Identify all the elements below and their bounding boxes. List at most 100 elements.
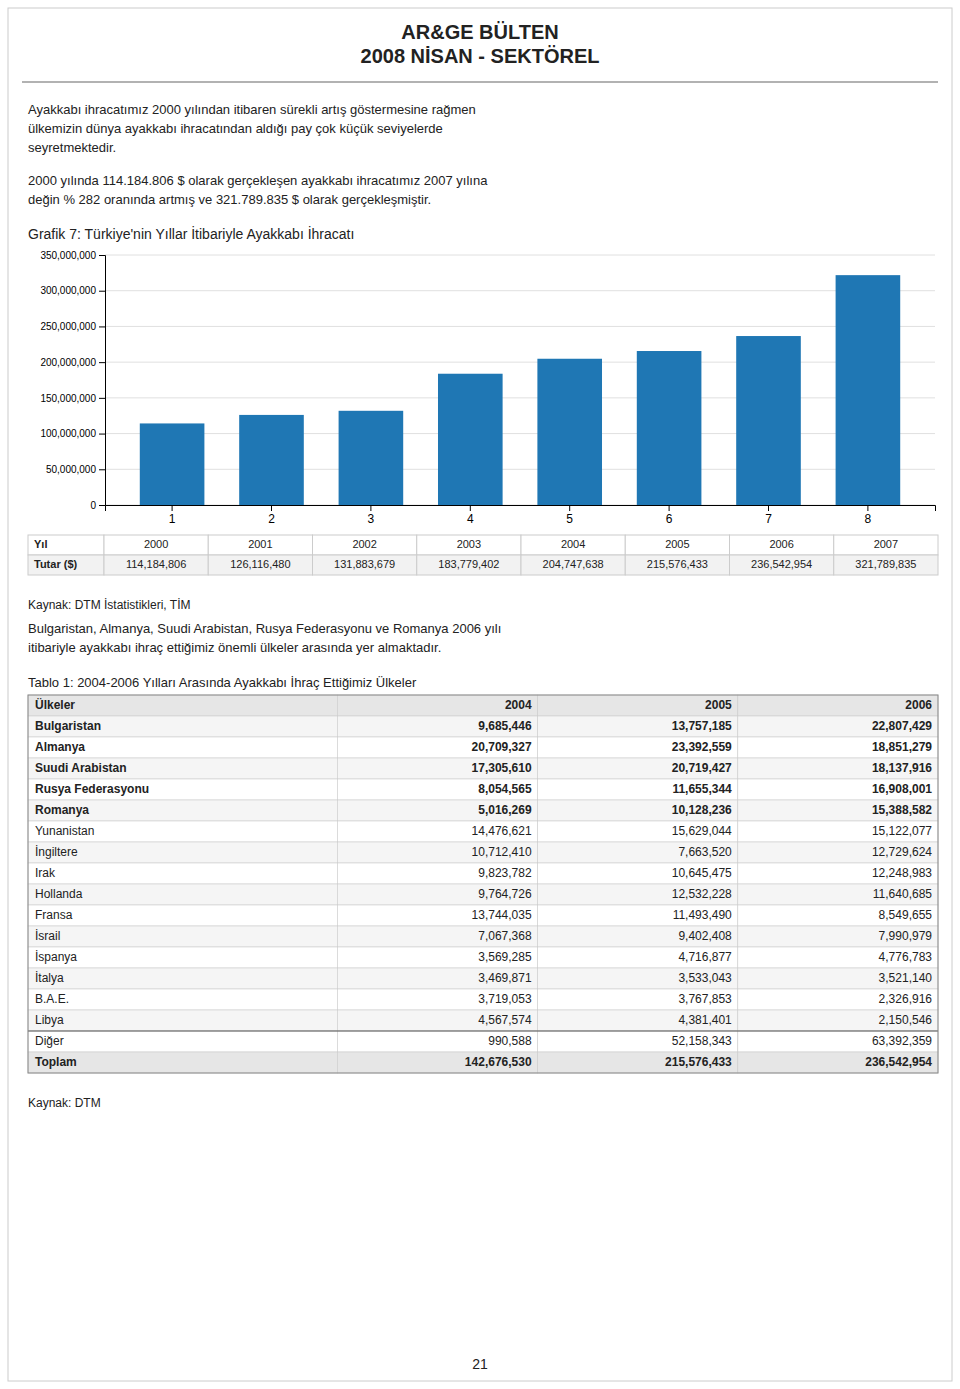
table-cell (337, 821, 537, 842)
table-cell (538, 800, 738, 821)
table-cell (738, 968, 938, 989)
table-cell-text: 17,305,610 (472, 761, 532, 775)
table-cell (337, 905, 537, 926)
table-cell (538, 758, 738, 779)
table-cell-text: 10,712,410 (472, 845, 532, 859)
x-tick-label: 3 (368, 512, 375, 526)
table-cell-text: 18,851,279 (872, 740, 932, 754)
table-cell (538, 1052, 738, 1073)
table-cell-text: B.A.E. (35, 992, 69, 1006)
table-cell-text: İspanya (35, 950, 77, 964)
table-cell (625, 555, 729, 575)
y-tick-mark (99, 255, 105, 256)
y-tick-mark (99, 362, 105, 363)
y-tick-mark (99, 398, 105, 399)
x-axis: 12345678 (106, 505, 936, 526)
table-cell-text: 4,716,877 (678, 950, 732, 964)
table-cell (104, 555, 208, 575)
table-cell (337, 1010, 537, 1031)
table-cell (625, 535, 729, 555)
table-cell (730, 535, 834, 555)
table-cell-text: 9,685,446 (478, 719, 532, 733)
table-cell-text: Yunanistan (35, 824, 94, 838)
grid-line (105, 290, 935, 291)
x-tick-mark (569, 505, 570, 511)
table-cell (738, 905, 938, 926)
source: Kaynak: DTM (28, 1096, 101, 1110)
table-cell (28, 779, 337, 800)
table-row-label: Tutar ($) (34, 558, 78, 570)
table-cell (738, 926, 938, 947)
bar (140, 423, 205, 505)
table-cell-text: 4,567,574 (478, 1013, 532, 1027)
table-cell-text: 126,116,480 (230, 558, 290, 570)
table-cell-text: 11,640,685 (873, 887, 932, 901)
table-cell-text: İsrail (35, 929, 60, 943)
table-cell (538, 842, 738, 863)
table-cell (313, 535, 417, 555)
table-cell-text: 215,576,433 (647, 558, 708, 570)
table-cell-text: 990,588 (488, 1034, 532, 1048)
header-title: 2008 NİSAN - SEKTÖREL (361, 45, 600, 67)
table-cell-text: 2,150,546 (879, 1013, 933, 1027)
table-cell-text: 2005 (665, 538, 689, 550)
table-cell (208, 555, 312, 575)
y-axis: 050,000,000100,000,000150,000,000200,000… (40, 250, 105, 511)
x-tick: 4 (467, 505, 474, 526)
table-cell (730, 555, 834, 575)
x-tick-label: 6 (666, 512, 673, 526)
table-cell-text: 3,569,285 (478, 950, 532, 964)
table-cell-text: 9,764,726 (478, 887, 532, 901)
y-tick: 200,000,000 (40, 357, 105, 368)
table-cell-text: 12,248,983 (872, 866, 932, 880)
grid (105, 255, 935, 505)
table-cell (538, 1031, 738, 1052)
header-separator (22, 81, 938, 83)
table-cell-text: Irak (35, 866, 56, 880)
y-tick: 350,000,000 (40, 250, 105, 261)
table-cell (738, 779, 938, 800)
table-cell (738, 1052, 938, 1073)
table-cell-text: 20,719,427 (672, 761, 732, 775)
table-cell-text: 9,823,782 (478, 866, 532, 880)
table-cell-text: 18,137,916 (872, 761, 932, 775)
table-cell-text: Bulgaristan (35, 719, 101, 733)
x-tick: 8 (865, 505, 872, 526)
table-cell-text: 131,883,679 (334, 558, 395, 570)
table-cell-text: 63,392,359 (872, 1034, 932, 1048)
y-tick-label: 0 (90, 500, 96, 511)
grid-line (105, 469, 935, 470)
table-cell (538, 905, 738, 926)
table-cell (538, 884, 738, 905)
bar (239, 415, 304, 505)
y-tick-mark (99, 326, 105, 327)
table-cell-text: 8,549,655 (879, 908, 933, 922)
table-cell-text: 23,392,559 (672, 740, 732, 754)
table-cell (538, 695, 738, 716)
table-cell (337, 758, 537, 779)
table-cell-text: 11,493,490 (673, 908, 732, 922)
source: Kaynak: DTM İstatistikleri, TİM (28, 598, 190, 612)
table-cell (738, 842, 938, 863)
table-cell (28, 968, 337, 989)
table-row-label: Yıl (34, 538, 47, 550)
x-tick-mark (768, 505, 769, 511)
table-cell (337, 779, 537, 800)
table-cell (538, 737, 738, 758)
table-cell-text: 9,402,408 (678, 929, 732, 943)
x-tick-mark (669, 505, 670, 511)
y-tick-label: 250,000,000 (40, 321, 96, 332)
table-cell-text: 236,542,954 (865, 1055, 932, 1069)
table-cell (834, 535, 938, 555)
bar (836, 275, 901, 505)
table-cell (337, 737, 537, 758)
table-cell-text: İtalya (35, 971, 64, 985)
table-cell (738, 695, 938, 716)
table-cell (337, 989, 537, 1010)
paragraph-line: itibariyle ayakkabı ihraç ettiğimiz önem… (28, 640, 441, 655)
grid-line (105, 362, 935, 363)
table-cell (337, 842, 537, 863)
table-cell (337, 947, 537, 968)
header-title: AR&GE BÜLTEN (401, 21, 558, 43)
table-cell (738, 989, 938, 1010)
